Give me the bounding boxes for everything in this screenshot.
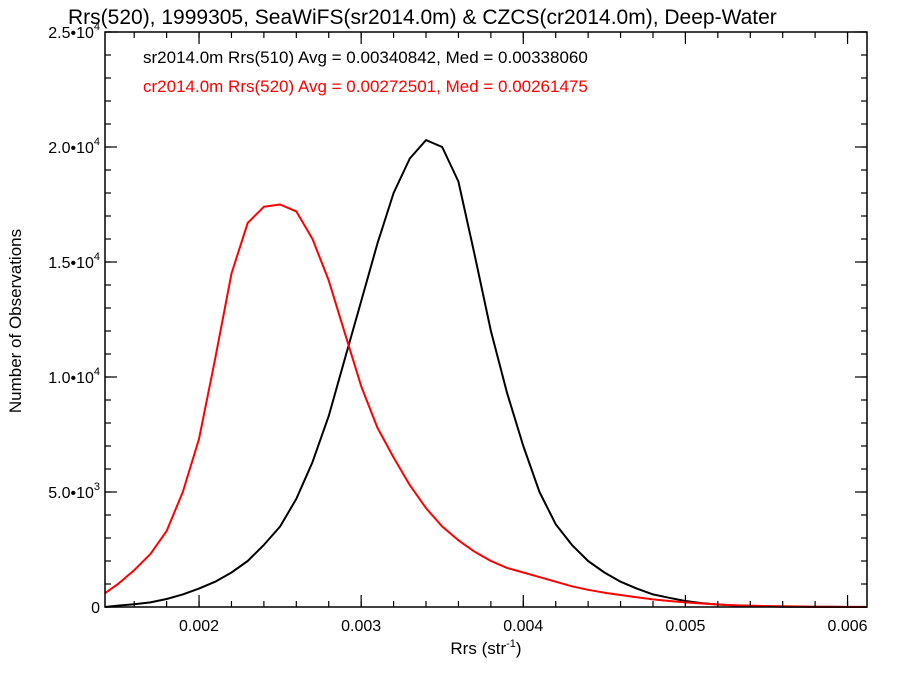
plot-frame <box>104 31 868 608</box>
y-tick-label: 0 <box>91 600 100 617</box>
y-axis-label: Number of Observations <box>6 229 25 413</box>
y-tick-label: 2.0•104 <box>48 136 100 157</box>
x-axis-label-sup: -1 <box>506 638 516 650</box>
annotation-black: sr2014.0m Rrs(510) Avg = 0.00340842, Med… <box>143 48 588 67</box>
series-line-1 <box>104 203 867 608</box>
x-axis-label-text: Rrs (str <box>450 639 506 658</box>
y-tick-label: 5.0•103 <box>48 481 100 502</box>
x-tick-label: 0.003 <box>341 618 381 635</box>
x-tick-label: 0.005 <box>665 618 705 635</box>
axis-layer: 0.002 0.003 0.004 0.005 0.006 0 5.0•103 1.0•104… <box>48 21 867 635</box>
x-tick-label: 0.006 <box>828 618 868 635</box>
x-tick-label: 0.004 <box>503 618 543 635</box>
annotation-red: cr2014.0m Rrs(520) Avg = 0.00272501, Med… <box>143 77 588 96</box>
series-line-0 <box>104 139 867 608</box>
series-layer <box>104 139 867 608</box>
chart-title: Rrs(520), 1999305, SeaWiFS(sr2014.0m) & … <box>68 6 777 29</box>
x-axis-label: Rrs (str-1) <box>450 638 521 658</box>
y-tick-label: 1.0•104 <box>48 366 100 387</box>
y-tick-label: 2.5•104 <box>48 21 100 42</box>
y-tick-label: 1.5•104 <box>48 251 100 272</box>
x-axis-label-suffix: ) <box>516 639 522 658</box>
x-tick-label: 0.002 <box>179 618 219 635</box>
